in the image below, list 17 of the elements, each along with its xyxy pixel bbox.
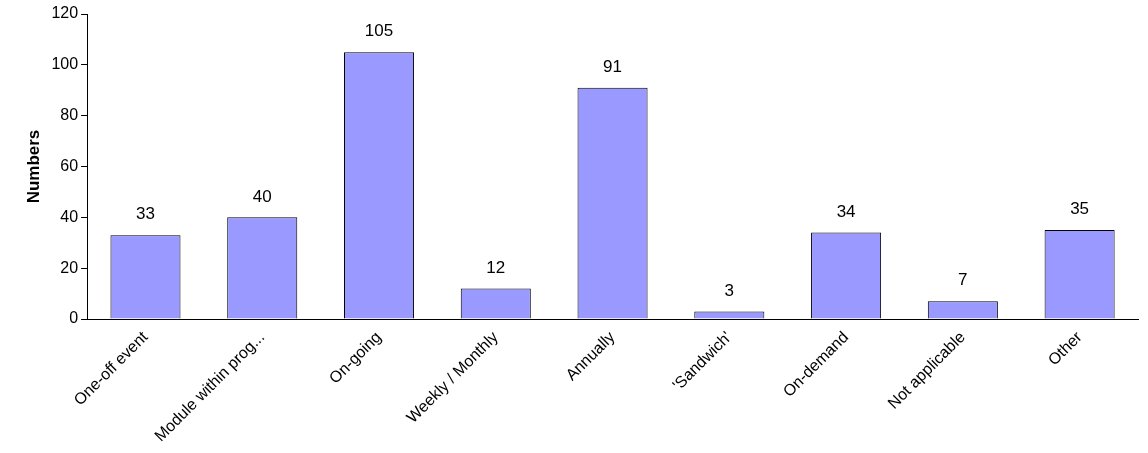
data-label: 105 — [364, 21, 394, 41]
data-label: 40 — [252, 186, 272, 206]
data-label: 34 — [836, 201, 856, 221]
y-tick-label: 80 — [60, 106, 79, 124]
data-label: 35 — [1070, 199, 1090, 219]
y-tick-label: 60 — [60, 156, 79, 174]
data-label: 33 — [136, 204, 155, 224]
data-label: 91 — [603, 56, 623, 76]
y-tick-label: 20 — [60, 258, 79, 276]
y-tick-label: 100 — [51, 55, 79, 73]
data-label: 3 — [724, 280, 735, 300]
y-tick-label: 120 — [51, 4, 79, 22]
y-tick-label: 0 — [69, 309, 79, 327]
data-label: 12 — [486, 257, 506, 277]
y-tick-label: 40 — [60, 207, 79, 225]
y-axis-title: Numbers — [23, 129, 43, 204]
data-label: 7 — [958, 270, 968, 290]
